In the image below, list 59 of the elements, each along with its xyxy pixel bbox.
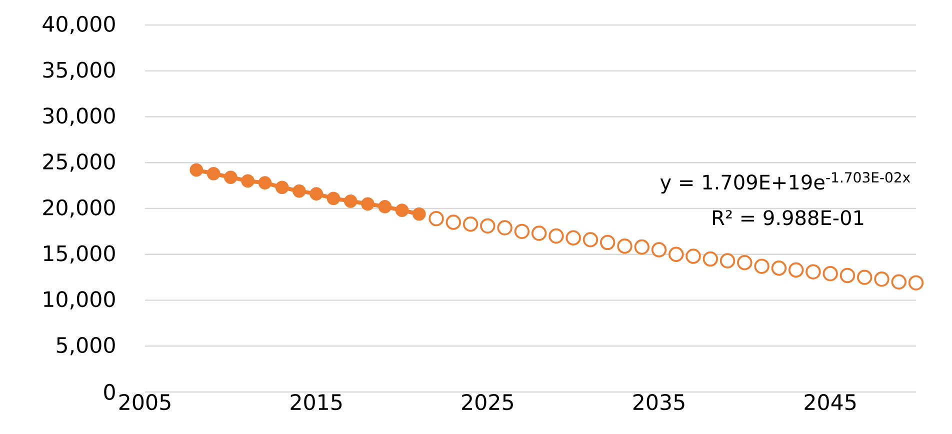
point (275, 180, 289, 194)
point (548, 228, 564, 244)
y-tick-label: 0 (104, 384, 115, 400)
point (840, 268, 856, 284)
point (651, 242, 667, 258)
point (514, 224, 530, 240)
point (462, 216, 478, 232)
point (822, 266, 838, 282)
annotation: y = 1.709E+19e$^{-1.703E-02x}$ (660, 172, 910, 194)
point (378, 200, 392, 214)
y-tick-label: 5,000 (56, 336, 115, 356)
point (908, 275, 924, 290)
y-tick-label: 10,000 (44, 291, 115, 310)
x-tick-label: 2045 (804, 394, 856, 410)
point (771, 260, 787, 276)
point (206, 166, 220, 180)
point (874, 272, 890, 287)
point (582, 232, 598, 248)
point (480, 218, 496, 234)
point (292, 184, 306, 198)
y-tick-label: 35,000 (43, 62, 115, 80)
point (600, 234, 616, 250)
point (412, 207, 426, 221)
point (497, 220, 512, 236)
point (856, 270, 872, 285)
x-tick-label: 2005 (119, 394, 170, 410)
point (720, 253, 736, 268)
point (754, 258, 770, 274)
point (788, 262, 804, 278)
annotation: R² = 9.988E-01 (713, 210, 864, 226)
point (361, 197, 374, 211)
point (737, 255, 752, 270)
point (668, 246, 684, 262)
point (806, 264, 821, 280)
point (686, 248, 701, 264)
y-tick-label: 40,000 (42, 16, 115, 34)
point (344, 194, 358, 208)
point (531, 226, 547, 241)
point (326, 192, 340, 206)
point (702, 251, 718, 267)
x-tick-label: 2035 (633, 394, 684, 410)
point (241, 174, 254, 188)
point (634, 239, 650, 255)
y-tick-label: 15,000 (44, 245, 115, 264)
point (224, 170, 238, 184)
point (395, 204, 409, 217)
point (428, 210, 444, 226)
x-tick-label: 2015 (290, 394, 342, 410)
point (190, 163, 204, 177)
point (566, 230, 581, 246)
y-tick-label: 20,000 (43, 199, 115, 218)
point (891, 274, 906, 290)
y-tick-label: 30,000 (43, 108, 115, 126)
point (310, 187, 324, 200)
y-tick-label: 25,000 (43, 153, 115, 172)
x-tick-label: 2025 (462, 394, 513, 410)
point (617, 238, 632, 254)
point (258, 176, 272, 190)
point (446, 214, 462, 230)
